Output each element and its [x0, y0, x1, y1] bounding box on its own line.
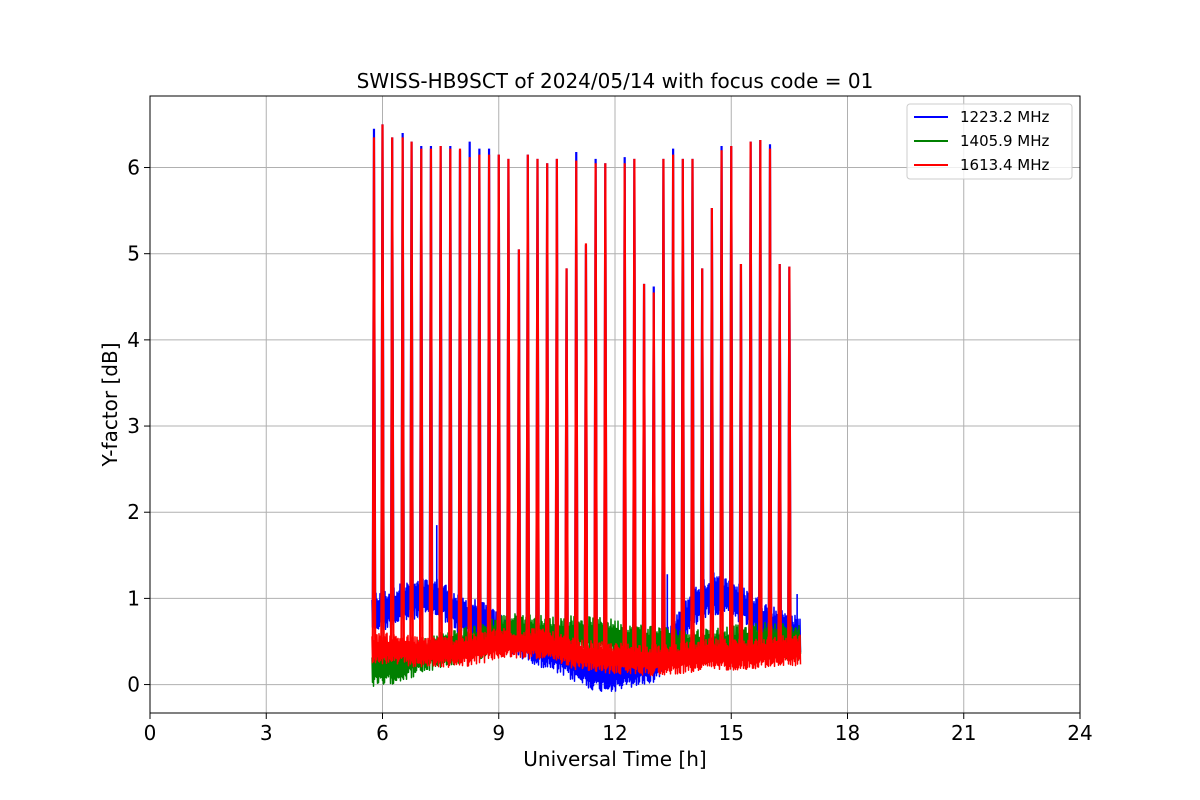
- x-tick-label: 0: [144, 721, 157, 745]
- x-tick-label: 15: [719, 721, 744, 745]
- x-tick-label: 9: [492, 721, 505, 745]
- series-peak: [699, 268, 705, 656]
- series-peak: [457, 148, 463, 652]
- series-peak: [400, 137, 405, 651]
- y-tick-label: 4: [127, 328, 140, 352]
- series-peak: [651, 292, 657, 661]
- x-tick-label: 12: [602, 721, 627, 745]
- series-peak: [428, 148, 434, 652]
- series-peak: [632, 158, 637, 659]
- y-axis-label: Y-factor [dB]: [98, 342, 122, 467]
- legend: 1223.2 MHz 1405.9 MHz 1613.4 MHz: [906, 103, 1073, 180]
- series-peak: [728, 145, 734, 655]
- series-peak: [438, 145, 443, 652]
- y-tick-label: 3: [127, 414, 140, 438]
- series-layer: [371, 124, 802, 693]
- series-peak: [554, 158, 560, 649]
- legend-label: 1613.4 MHz: [960, 156, 1049, 174]
- series-peak: [787, 266, 792, 651]
- series-peak: [670, 154, 676, 659]
- series-peak: [486, 154, 492, 646]
- y-tick-label: 2: [127, 500, 140, 524]
- series-peak: [767, 148, 773, 652]
- series-peak: [603, 163, 608, 658]
- x-tick-label: 3: [260, 721, 273, 745]
- x-tick-label: 21: [951, 721, 976, 745]
- chart-title: SWISS-HB9SCT of 2024/05/14 with focus co…: [357, 69, 874, 93]
- series-peak: [448, 148, 453, 652]
- series-peak: [777, 264, 782, 651]
- series-peak: [564, 268, 569, 652]
- y-tick-label: 5: [127, 242, 140, 266]
- series-peak: [380, 124, 385, 649]
- y-tick-label: 6: [127, 156, 140, 180]
- series-peak: [738, 264, 744, 654]
- series-peak: [544, 163, 550, 646]
- series-peak: [409, 141, 414, 651]
- legend-box: [906, 103, 1073, 180]
- series-peak: [758, 139, 763, 653]
- series-peak: [690, 158, 695, 657]
- series-peak: [709, 208, 715, 655]
- series-peak: [535, 158, 540, 644]
- series-peak: [506, 158, 511, 644]
- x-tick-label: 6: [376, 721, 389, 745]
- series-peak: [593, 163, 598, 657]
- series-peak: [641, 283, 647, 660]
- series-peak: [719, 150, 724, 655]
- series-peak: [583, 243, 589, 656]
- series-peak: [418, 148, 424, 652]
- x-tick-label: 18: [835, 721, 860, 745]
- series-peak: [467, 157, 472, 651]
- x-tick-label: 24: [1067, 721, 1092, 745]
- series-peak: [389, 137, 395, 650]
- series-peak: [573, 160, 579, 655]
- series-peak: [748, 141, 753, 654]
- series-1613-4-mhz: [371, 124, 802, 677]
- series-peak: [371, 137, 377, 650]
- series-peak: [680, 158, 686, 658]
- series-peak: [477, 154, 482, 649]
- legend-label: 1223.2 MHz: [960, 108, 1049, 126]
- series-peak: [661, 158, 666, 660]
- x-axis-label: Universal Time [h]: [523, 747, 706, 771]
- y-tick-label: 0: [127, 673, 140, 697]
- series-peak: [516, 249, 522, 644]
- series-peak: [525, 154, 531, 644]
- y-tick-label: 1: [127, 586, 140, 610]
- series-peak: [622, 163, 627, 659]
- legend-label: 1405.9 MHz: [960, 132, 1049, 150]
- series-peak: [496, 154, 502, 644]
